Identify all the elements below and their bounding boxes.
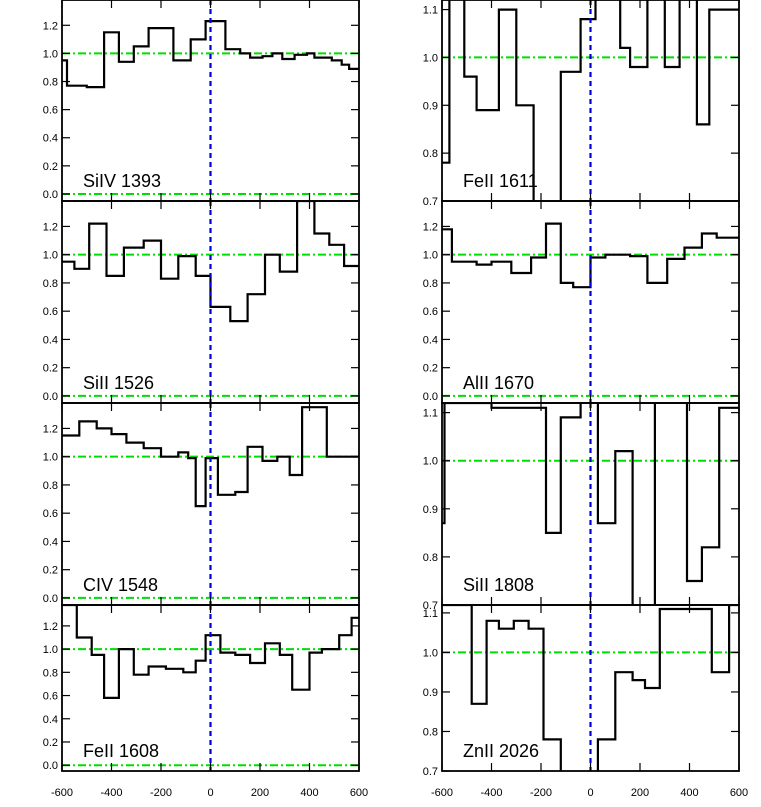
panel-label: FeII 1608 bbox=[83, 741, 159, 761]
panel-1: 0.0 0.2 0.4 0.6 0.8 1.0 1.2 SiIV 1393 bbox=[43, 0, 360, 202]
x-tick-label: 0 bbox=[587, 787, 593, 799]
y-tick-label: 1.0 bbox=[423, 250, 438, 262]
x-tick-label: -400 bbox=[480, 787, 502, 799]
x-tick-label: 600 bbox=[350, 787, 368, 799]
y-tick-label: 1.2 bbox=[43, 221, 58, 233]
y-tick-label: 0.4 bbox=[43, 334, 58, 346]
y-tick-label: 0.4 bbox=[43, 536, 58, 548]
panel-7: -600 -400 -200 0 200 400 600 0.0 0.2 0.4 0.6 0.8 1.0… bbox=[43, 604, 368, 799]
y-tick-label: 0.8 bbox=[43, 480, 58, 492]
y-tick-label: 0.7 bbox=[423, 766, 438, 778]
y-tick-label: 0.2 bbox=[43, 565, 58, 577]
x-tick-label: -200 bbox=[150, 787, 172, 799]
y-tick-label: 1.2 bbox=[43, 20, 58, 32]
panel-8: -600 -400 -200 0 200 400 600 0.7 0.8 0.9 1.0 1.1 ZnI… bbox=[423, 604, 748, 799]
y-tick-label: 0.0 bbox=[43, 760, 58, 772]
y-tick-label: 0.6 bbox=[43, 691, 58, 703]
x-tick-label: -200 bbox=[530, 787, 552, 799]
y-tick-label: 0.9 bbox=[423, 687, 438, 699]
panel-label: FeII 1611 bbox=[463, 171, 538, 191]
y-tick-label: 0.6 bbox=[43, 105, 58, 117]
y-tick-label: 0.8 bbox=[423, 726, 438, 738]
spectrum-step bbox=[442, 403, 739, 605]
y-tick-label: 1.1 bbox=[423, 608, 438, 620]
y-tick-label: 1.1 bbox=[423, 408, 438, 420]
panel-4: 0.0 0.2 0.4 0.6 0.8 1.0 1.2 AlII 1670 bbox=[423, 200, 740, 404]
spectrum-step bbox=[442, 222, 739, 289]
y-tick-label: 1.0 bbox=[43, 48, 58, 60]
y-tick-label: 0.6 bbox=[43, 306, 58, 318]
y-tick-label: 1.0 bbox=[423, 456, 438, 468]
y-tick-label: 1.0 bbox=[423, 647, 438, 659]
x-tick-label: 600 bbox=[730, 787, 748, 799]
y-tick-label: 0.4 bbox=[43, 133, 58, 145]
y-tick-label: 0.8 bbox=[423, 148, 438, 160]
x-tick-label: 400 bbox=[680, 787, 698, 799]
y-tick-label: 0.9 bbox=[423, 100, 438, 112]
spectrum-step bbox=[62, 406, 359, 508]
x-tick-label: -600 bbox=[51, 787, 73, 799]
y-tick-label: 0.2 bbox=[43, 161, 58, 173]
spectrum-step bbox=[62, 605, 359, 699]
x-tick-label: 400 bbox=[300, 787, 318, 799]
spectrum-step bbox=[442, 605, 739, 771]
panel-3: 0.0 0.2 0.4 0.6 0.8 1.0 1.2 SiII 1526 bbox=[43, 200, 360, 404]
y-tick-label: 0.9 bbox=[423, 504, 438, 516]
x-tick-label: -400 bbox=[100, 787, 122, 799]
x-tick-label: 200 bbox=[251, 787, 269, 799]
y-tick-label: 0.7 bbox=[423, 196, 438, 208]
y-tick-label: 0.2 bbox=[423, 363, 438, 375]
x-tick-label: -600 bbox=[431, 787, 453, 799]
y-tick-label: 0.2 bbox=[43, 363, 58, 375]
y-tick-label: 0.8 bbox=[43, 77, 58, 89]
panel-label: SiII 1808 bbox=[463, 575, 534, 595]
y-tick-label: 1.0 bbox=[43, 644, 58, 656]
y-tick-label: 1.0 bbox=[423, 52, 438, 64]
y-tick-label: 0.0 bbox=[43, 391, 58, 403]
y-tick-label: 0.0 bbox=[423, 391, 438, 403]
y-tick-label: 0.2 bbox=[43, 737, 58, 749]
y-tick-label: 0.8 bbox=[43, 278, 58, 290]
x-tick-label: 200 bbox=[631, 787, 649, 799]
y-tick-label: 1.2 bbox=[43, 621, 58, 633]
panel-label: AlII 1670 bbox=[463, 373, 534, 393]
y-tick-label: 0.0 bbox=[43, 189, 58, 201]
y-tick-label: 1.2 bbox=[43, 423, 58, 435]
panel-label: SiIV 1393 bbox=[83, 171, 161, 191]
spectrum-step bbox=[62, 20, 359, 89]
y-tick-label: 0.7 bbox=[423, 600, 438, 612]
y-tick-label: 0.6 bbox=[43, 508, 58, 520]
y-tick-label: 1.0 bbox=[43, 452, 58, 464]
panel-2: 0.7 0.8 0.9 1.0 1.1 FeII 1611 bbox=[423, 0, 740, 208]
y-tick-label: 1.0 bbox=[43, 250, 58, 262]
y-tick-label: 0.8 bbox=[423, 552, 438, 564]
y-tick-label: 0.6 bbox=[423, 306, 438, 318]
y-tick-label: 0.4 bbox=[423, 334, 438, 346]
y-tick-label: 0.8 bbox=[43, 667, 58, 679]
x-tick-label: 0 bbox=[207, 787, 213, 799]
panel-label: ZnII 2026 bbox=[463, 741, 539, 761]
y-tick-label: 0.8 bbox=[423, 278, 438, 290]
panel-label: CIV 1548 bbox=[83, 575, 158, 595]
spectrum-step bbox=[442, 0, 739, 201]
y-tick-label: 0.4 bbox=[43, 714, 58, 726]
y-tick-label: 0.0 bbox=[43, 593, 58, 605]
panel-6: 0.7 0.8 0.9 1.0 1.1 SiII 1808 bbox=[423, 402, 740, 612]
panel-label: SiII 1526 bbox=[83, 373, 154, 393]
panel-5: 0.0 0.2 0.4 0.6 0.8 1.0 1.2 CIV 1548 bbox=[43, 402, 360, 606]
y-tick-label: 1.1 bbox=[423, 5, 438, 17]
y-tick-label: 1.2 bbox=[423, 221, 438, 233]
